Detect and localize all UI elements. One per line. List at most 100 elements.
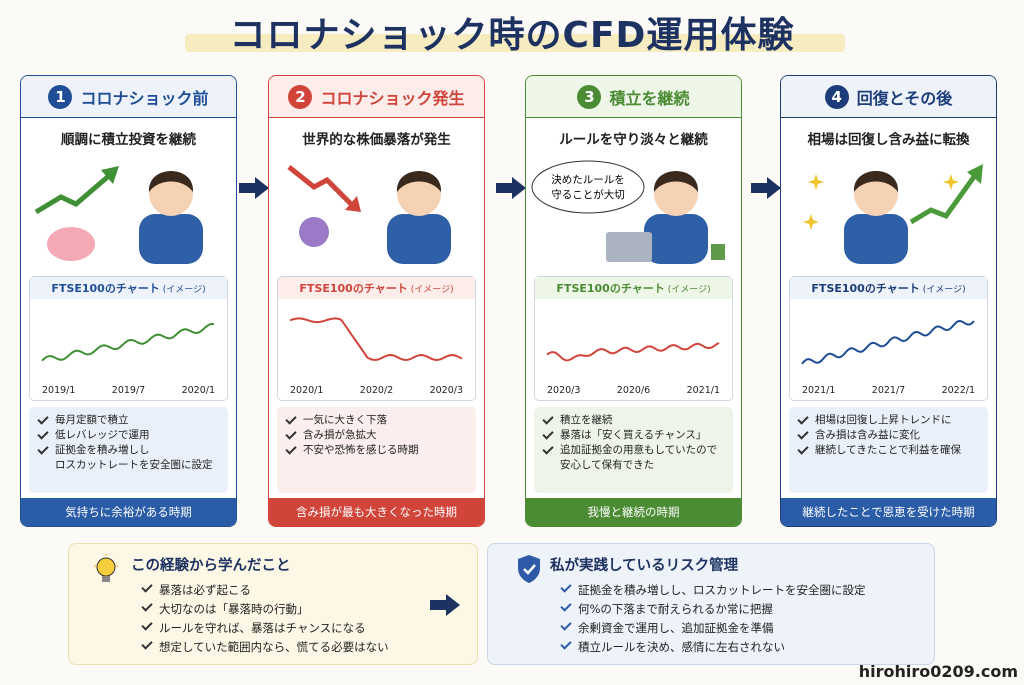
item-line: 含み損は含み益に変化 [815, 429, 920, 441]
date-label: 2021/1 [686, 385, 720, 396]
shield-icon [518, 555, 540, 583]
item-text: 暴落は必ず起こる [159, 583, 251, 597]
stage-caption: 相場は回復し含み益に転換 [807, 132, 970, 148]
item-text: 大切なのは「暴落時の行動」 [159, 602, 309, 616]
stage-header: 3 積立を継続 [526, 76, 741, 118]
item: 暴落は必ず起こる [141, 581, 461, 600]
chart-note: (イメージ) [162, 284, 206, 295]
item-text: 不安や恐怖を感じる時期 [303, 443, 419, 458]
chart-note: (イメージ) [667, 284, 711, 295]
stage-footer: 継続したことで恩恵を受けた時期 [781, 498, 996, 526]
item-text: 積立ルールを決め、感情に左右されない [578, 640, 785, 654]
mini-chart: FTSE100のチャート (イメージ) 2019/1 2019/7 2020/1 [29, 276, 228, 401]
item: 何%の下落まで耐えられるか常に把握 [560, 600, 918, 619]
up-arrow [34, 172, 113, 215]
lessons-box: この経験から学んだこと 暴落は必ず起こる 大切なのは「暴落時の行動」 ルールを守れば… [68, 543, 478, 665]
check-icon [797, 443, 809, 455]
down-arrow [287, 165, 353, 206]
person-hair [396, 171, 442, 192]
item-line: 一気に大きく下落 [303, 414, 387, 426]
item-text: 相場は回復し上昇トレンドに [815, 413, 952, 428]
item-line: ロスカットレートを安全圏に設定 [55, 459, 213, 471]
stage-items: 積立を継続 暴落は「安く買えるチャンス」 追加証拠金の用意もしていたので 安心して保有… [534, 407, 733, 493]
stage-caption: ルールを守り淡々と継続 [559, 132, 708, 148]
arrow [239, 177, 269, 199]
check-icon [542, 443, 554, 455]
stage-number: 2 [288, 84, 313, 109]
stage-card: 2 コロナショック発生世界的な株価暴落が発生 FTSE100のチャート (イメージ) 2… [268, 75, 485, 527]
mini-chart: FTSE100のチャート (イメージ) 2020/1 2020/2 2020/3 [277, 276, 476, 401]
date-label: 2022/1 [941, 385, 975, 396]
item-text: 証拠金を積み増しし、ロスカットレートを安全圏に設定 [578, 583, 866, 597]
illustration [287, 165, 451, 264]
chart-plot [801, 319, 975, 365]
mug [711, 244, 725, 260]
item-text: 想定していた範囲内なら、慌てる必要はない [159, 640, 389, 654]
chart-title-text: FTSE100のチャート [811, 282, 920, 295]
date-axis: 2021/1 2021/7 2022/1 [790, 385, 987, 396]
item: 一気に大きく下落 [285, 413, 468, 428]
laptop [606, 232, 652, 262]
arrow [430, 594, 460, 616]
stage-heading: コロナショック前 [80, 88, 209, 108]
date-label: 2020/3 [547, 385, 581, 396]
stage-items: 相場は回復し上昇トレンドに 含み損は含み益に変化継続してきたことで利益を確保 [789, 407, 988, 493]
stage-number: 1 [48, 84, 73, 109]
stage-card: 4 回復とその後 相場は回復し含み益に転換 FTSE100のチャート (イメージ) 202… [780, 75, 997, 527]
chart-plot [41, 322, 215, 362]
bulb-icon [94, 554, 118, 582]
date-label: 2020/6 [616, 385, 651, 396]
item-line: 追加証拠金の用意もしていたので [560, 444, 718, 456]
stage-caption: 世界的な株価暴落が発生 [302, 132, 451, 148]
item: 暴落は「安く買えるチャンス」 [542, 428, 725, 443]
date-label: 2021/7 [871, 385, 906, 396]
item: 証拠金を積み増ししロスカットレートを安全圏に設定 [37, 443, 220, 473]
item-text: 追加証拠金の用意もしていたので 安心して保有できた [560, 443, 717, 473]
item-text: 毎月定額で積立 [55, 413, 129, 428]
title: コロナショック時のCFD運用体験 [229, 15, 795, 56]
date-axis: 2020/3 2020/6 2021/1 [535, 385, 732, 396]
check-icon [560, 619, 572, 631]
arrow-head [101, 166, 119, 184]
check-icon [37, 413, 49, 425]
stage-heading: 積立を継続 [609, 88, 690, 108]
item: ルールを守れば、暴落はチャンスになる [141, 619, 461, 638]
person-hair [653, 171, 699, 192]
chart-title-text: FTSE100のチャート [556, 282, 665, 295]
chart-plot [546, 342, 720, 362]
item: 積立ルールを決め、感情に左右されない [560, 638, 918, 657]
item-line: 含み損が急拡大 [303, 429, 377, 441]
arrow [496, 177, 526, 199]
stage-header: 4 回復とその後 [781, 76, 996, 118]
item: 相場は回復し上昇トレンドに [797, 413, 980, 428]
chart-line [289, 317, 463, 362]
stage-heading: コロナショック発生 [320, 88, 465, 108]
stage-footer: 気持ちに余裕がある時期 [21, 498, 236, 526]
item-line: 継続してきたことで利益を確保 [815, 444, 962, 456]
date-axis: 2019/1 2019/7 2020/1 [30, 385, 227, 396]
item-line: 証拠金を積み増しし [55, 444, 150, 456]
item-text: 余剰資金で運用し、追加証拠金を準備 [578, 621, 774, 635]
stage-items: 毎月定額で積立 低レバレッジで運用 証拠金を積み増ししロスカットレートを安全圏に設定 [29, 407, 228, 493]
chart-line [546, 342, 720, 362]
item: 大切なのは「暴落時の行動」 [141, 600, 461, 619]
check-icon [37, 428, 49, 440]
stage-number: 4 [824, 84, 849, 109]
check-icon [141, 638, 153, 650]
stage-header: 1 コロナショック前 [21, 76, 236, 118]
illustration [34, 166, 203, 264]
check-icon [560, 600, 572, 612]
item: 低レバレッジで運用 [37, 428, 220, 443]
chart-title: FTSE100のチャート (イメージ) [278, 277, 475, 299]
stage-footer: 含み損が最も大きくなった時期 [269, 498, 484, 526]
person-body [387, 214, 451, 264]
piggy-bank [47, 227, 95, 261]
check-icon [797, 428, 809, 440]
up-arrow [909, 172, 979, 225]
bubble-text: 決めたルールを [551, 174, 625, 186]
stage-card: 3 積立を継続 ルールを守り淡々と継続 決めたルールを 守ることが大切 FTSE100のチ… [525, 75, 742, 527]
speech-bubble [531, 160, 645, 214]
arrow-head [967, 164, 983, 184]
chart-note: (イメージ) [410, 284, 454, 295]
date-label: 2019/1 [42, 385, 76, 396]
